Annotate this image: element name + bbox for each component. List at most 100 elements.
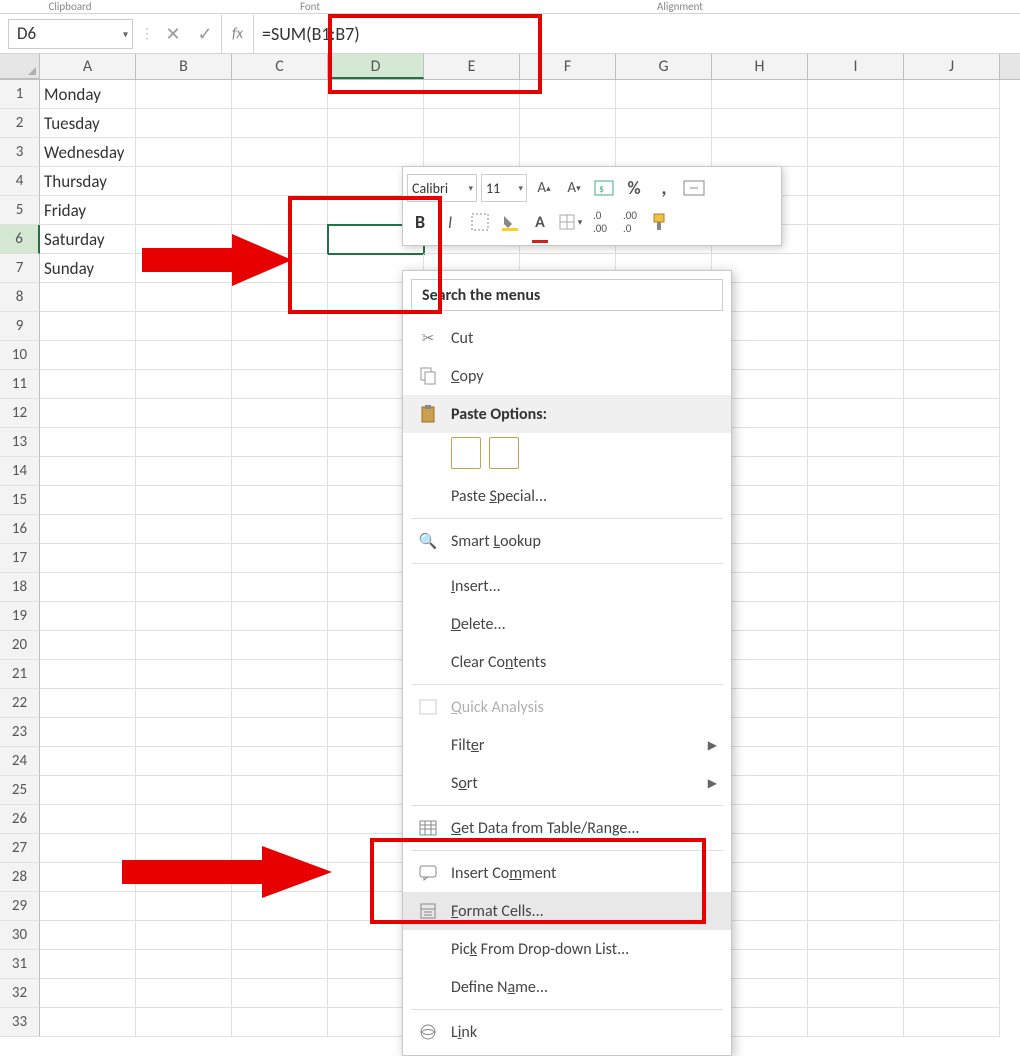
cell-I15[interactable] [808,486,904,515]
cell-I6[interactable] [808,225,904,254]
cell-B30[interactable] [136,921,232,950]
menu-insert[interactable]: Insert... [403,567,731,605]
cell-B14[interactable] [136,457,232,486]
cell-A31[interactable] [40,950,136,979]
cell-J17[interactable] [904,544,1000,573]
cell-B16[interactable] [136,515,232,544]
row-header-3[interactable]: 3 [0,138,40,167]
cell-I3[interactable] [808,138,904,167]
cell-A21[interactable] [40,660,136,689]
fx-icon[interactable]: fx [221,15,253,53]
cell-C22[interactable] [232,689,328,718]
menu-smart-lookup[interactable]: 🔍Smart Lookup [403,522,731,560]
row-header-24[interactable]: 24 [0,747,40,776]
cell-H3[interactable] [712,138,808,167]
row-header-6[interactable]: 6 [0,225,40,254]
cell-B21[interactable] [136,660,232,689]
cell-F2[interactable] [520,109,616,138]
cell-C11[interactable] [232,370,328,399]
cell-J11[interactable] [904,370,1000,399]
column-header-E[interactable]: E [424,54,520,79]
row-header-12[interactable]: 12 [0,399,40,428]
cell-A11[interactable] [40,370,136,399]
menu-define-name[interactable]: Define Name... [403,968,731,1006]
cell-B9[interactable] [136,312,232,341]
cell-I28[interactable] [808,863,904,892]
cell-C8[interactable] [232,283,328,312]
menu-paste-special[interactable]: Paste Special... [403,477,731,515]
cell-J9[interactable] [904,312,1000,341]
cell-J10[interactable] [904,341,1000,370]
cell-J20[interactable] [904,631,1000,660]
cell-I5[interactable] [808,196,904,225]
row-header-16[interactable]: 16 [0,515,40,544]
cell-I7[interactable] [808,254,904,283]
cell-G1[interactable] [616,80,712,109]
cell-F3[interactable] [520,138,616,167]
chevron-down-icon[interactable]: ▾ [468,183,473,194]
column-header-G[interactable]: G [616,54,712,79]
format-painter-button[interactable] [647,208,673,236]
cell-J28[interactable] [904,863,1000,892]
row-header-1[interactable]: 1 [0,80,40,109]
row-header-19[interactable]: 19 [0,602,40,631]
cell-I11[interactable] [808,370,904,399]
cell-B33[interactable] [136,1008,232,1037]
cell-B6[interactable] [136,225,232,254]
cell-A22[interactable] [40,689,136,718]
row-header-26[interactable]: 26 [0,805,40,834]
cell-C30[interactable] [232,921,328,950]
cell-J19[interactable] [904,602,1000,631]
cell-B4[interactable] [136,167,232,196]
borders-menu-button[interactable]: ▾ [557,208,583,236]
cell-B18[interactable] [136,573,232,602]
menu-insert-comment[interactable]: Insert Comment [403,854,731,892]
row-header-7[interactable]: 7 [0,254,40,283]
row-header-10[interactable]: 10 [0,341,40,370]
cell-A7[interactable]: Sunday [40,254,136,283]
cell-C33[interactable] [232,1008,328,1037]
cell-I29[interactable] [808,892,904,921]
cell-C9[interactable] [232,312,328,341]
row-header-29[interactable]: 29 [0,892,40,921]
cell-A18[interactable] [40,573,136,602]
cell-F1[interactable] [520,80,616,109]
cell-A23[interactable] [40,718,136,747]
cancel-formula-button[interactable]: ✕ [157,18,189,50]
cell-C14[interactable] [232,457,328,486]
row-header-30[interactable]: 30 [0,921,40,950]
cell-C5[interactable] [232,196,328,225]
column-header-F[interactable]: F [520,54,616,79]
cell-B20[interactable] [136,631,232,660]
cell-A10[interactable] [40,341,136,370]
cell-J18[interactable] [904,573,1000,602]
cell-I30[interactable] [808,921,904,950]
cell-J12[interactable] [904,399,1000,428]
menu-link[interactable]: Link [403,1013,731,1051]
cell-A30[interactable] [40,921,136,950]
cell-J16[interactable] [904,515,1000,544]
cell-A28[interactable] [40,863,136,892]
cell-A9[interactable] [40,312,136,341]
cell-D3[interactable] [328,138,424,167]
cell-J33[interactable] [904,1008,1000,1037]
cell-A27[interactable] [40,834,136,863]
cell-C20[interactable] [232,631,328,660]
column-header-D[interactable]: D [328,54,424,79]
cell-I16[interactable] [808,515,904,544]
cell-A12[interactable] [40,399,136,428]
decrease-font-button[interactable]: A▾ [561,174,587,202]
name-box[interactable]: D6 ▾ [8,19,133,49]
cell-B26[interactable] [136,805,232,834]
cell-A16[interactable] [40,515,136,544]
row-header-28[interactable]: 28 [0,863,40,892]
cell-E2[interactable] [424,109,520,138]
chevron-down-icon[interactable]: ▾ [123,27,128,40]
cell-A19[interactable] [40,602,136,631]
menu-filter[interactable]: Filter▶ [403,726,731,764]
cell-D1[interactable] [328,80,424,109]
cell-B22[interactable] [136,689,232,718]
menu-sort[interactable]: Sort▶ [403,764,731,802]
font-size-select[interactable]: 11▾ [481,174,527,202]
cell-B2[interactable] [136,109,232,138]
